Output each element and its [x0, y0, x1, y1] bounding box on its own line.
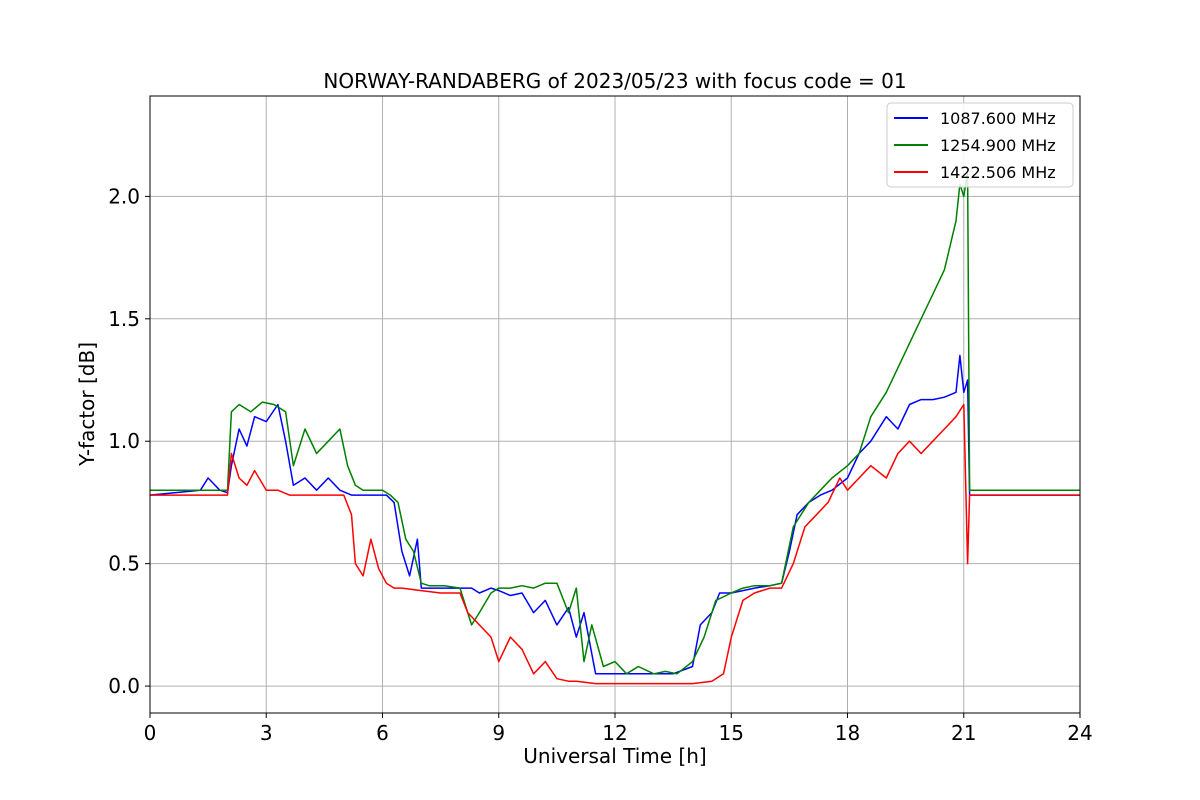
y-tick-label: 1.0 [108, 429, 140, 453]
tick-layer: 0 3 6 9 12 15 18 21 24 0.0 0.5 1.0 1.5 2.0 [108, 184, 1093, 745]
y-tick-label: 0.0 [108, 674, 140, 698]
series-line-0 [149, 354, 1080, 675]
y-axis-label: Y-factor [dB] [75, 342, 99, 467]
series-line-2 [150, 403, 1080, 685]
x-tick-label: 3 [260, 721, 273, 745]
x-tick-label: 15 [719, 721, 744, 745]
x-tick-label: 24 [1067, 721, 1092, 745]
series-layer [149, 171, 1080, 685]
y-tick-label: 0.5 [108, 552, 140, 576]
x-tick-label: 6 [376, 721, 389, 745]
x-tick-label: 21 [951, 721, 976, 745]
legend-label-1254: 1254.900 MHz [940, 136, 1056, 155]
y-tick-label: 2.0 [108, 184, 140, 208]
series-line-1 [150, 171, 1080, 675]
x-tick-label: 0 [144, 721, 157, 745]
x-tick-label: 18 [835, 721, 860, 745]
chart-title: NORWAY-RANDABERG of 2023/05/23 with focu… [323, 69, 906, 93]
legend-label-1087: 1087.600 MHz [940, 109, 1056, 128]
legend: 1087.600 MHz 1254.900 MHz 1422.506 MHz [886, 102, 1074, 188]
legend-frame [886, 102, 1074, 188]
x-tick-label: 12 [602, 721, 627, 745]
x-tick-label: 9 [492, 721, 505, 745]
y-tick-label: 1.5 [108, 307, 140, 331]
x-axis-label: Universal Time [h] [523, 744, 706, 768]
legend-label-1422: 1422.506 MHz [940, 163, 1056, 182]
